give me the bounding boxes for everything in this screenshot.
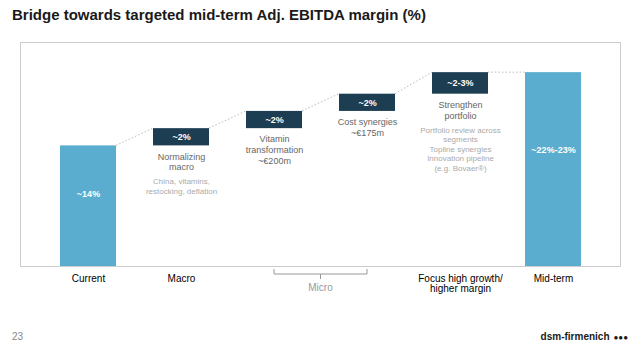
svg-text:~14%: ~14% (77, 189, 100, 199)
svg-text:Vitamintransformation~€200m: Vitamintransformation~€200m (246, 134, 304, 166)
svg-text:~2%: ~2% (172, 132, 190, 142)
svg-text:Micro: Micro (308, 282, 333, 293)
svg-text:Portfolio review acrosssegment: Portfolio review acrosssegmentsTopline s… (420, 126, 500, 173)
svg-text:~22%-23%: ~22%-23% (531, 145, 575, 155)
svg-text:China, vitamins,restocking, de: China, vitamins,restocking, deflation (146, 177, 217, 196)
svg-text:~2%: ~2% (358, 98, 376, 108)
svg-text:Macro: Macro (168, 273, 196, 284)
svg-text:Cost synergies~€175m: Cost synergies~€175m (338, 117, 398, 138)
html-text:dsm-firmenich ●●●: dsm-firmenich ●●● (540, 330, 628, 342)
svg-text:~2-3%: ~2-3% (447, 78, 473, 88)
svg-text:Normalizingmacro: Normalizingmacro (158, 152, 206, 173)
svg-text:Strengthenportfolio: Strengthenportfolio (438, 100, 482, 121)
html-text:Bridge towards targeted mid-te: Bridge towards targeted mid-term Adj. EB… (12, 6, 426, 23)
svg-text:~2%: ~2% (265, 115, 283, 125)
html-text:23: 23 (12, 330, 24, 342)
svg-text:Focus high growth/higher margi: Focus high growth/higher margin (418, 273, 503, 294)
svg-text:Mid-term: Mid-term (534, 273, 573, 284)
svg-text:Current: Current (72, 273, 106, 284)
